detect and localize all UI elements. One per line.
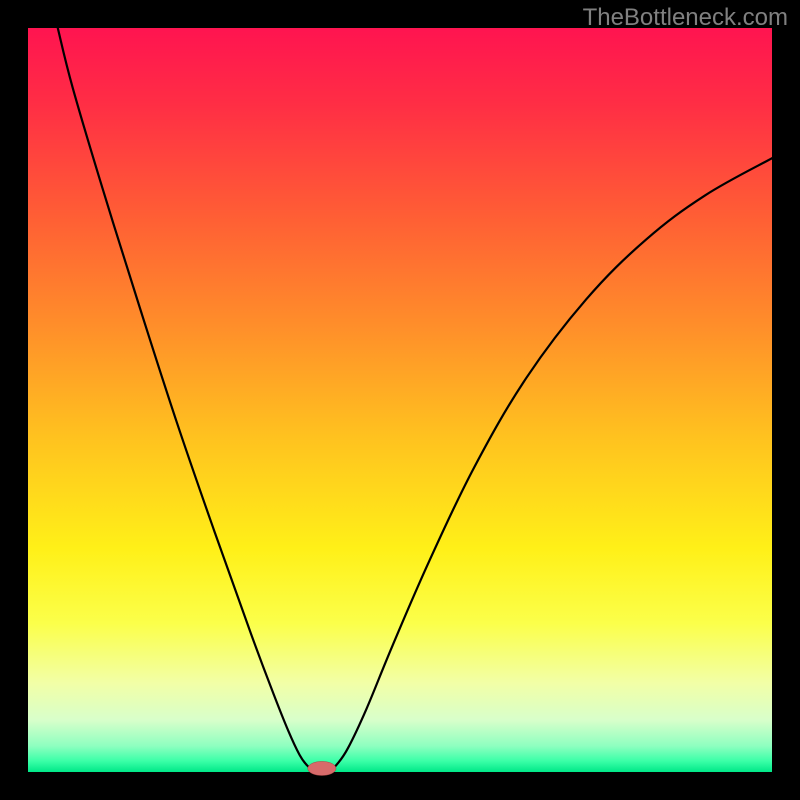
gradient-plot-area: [28, 28, 772, 772]
watermark-text: TheBottleneck.com: [583, 4, 788, 32]
bottleneck-curve-chart: [0, 0, 800, 800]
optimal-point-marker: [308, 761, 336, 775]
chart-frame: TheBottleneck.com: [0, 0, 800, 800]
